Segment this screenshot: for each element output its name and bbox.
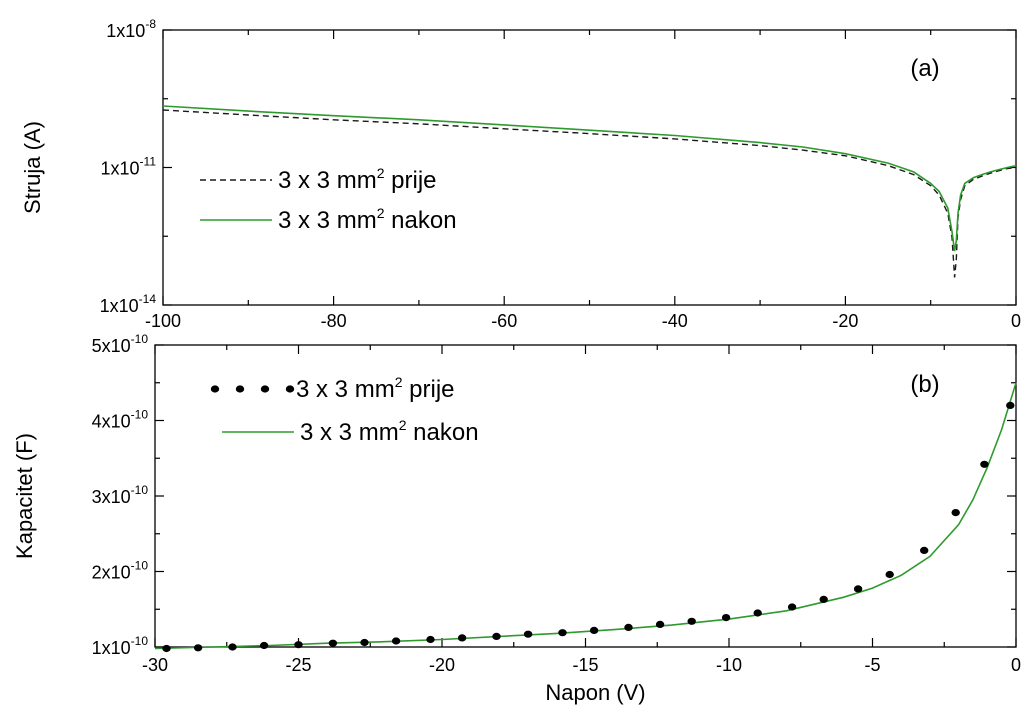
series-point-b-0 <box>360 638 369 647</box>
x-axis-label: Napon (V) <box>545 680 645 705</box>
legend-entry-a-0: 3 x 3 mm2 prije <box>278 165 437 194</box>
series-point-b-0 <box>920 546 929 555</box>
y-axis-label-b: Kapacitet (F) <box>12 433 37 559</box>
x-tick-label-a: -20 <box>832 311 858 331</box>
series-point-b-0 <box>558 629 567 637</box>
x-tick-label-b: -30 <box>142 655 168 675</box>
y-tick-label-b: 1x10-10 <box>92 634 149 658</box>
series-point-b-0 <box>787 603 797 611</box>
series-point-b-0 <box>391 637 401 645</box>
x-tick-label-b: -5 <box>864 655 880 675</box>
series-point-b-0 <box>523 630 533 638</box>
panel-b: -30 -25 -20 -15 -10 -5 0 1x10-10 2x10-10 3x10-10 4… <box>12 332 1021 705</box>
y-tick-label-a: 1x10-8 <box>106 17 156 41</box>
plot-frame-b <box>154 344 1017 648</box>
series-point-b-0 <box>492 632 501 641</box>
y-tick-label-b: 2x10-10 <box>92 559 149 583</box>
x-tick-label-a: -40 <box>662 311 688 331</box>
legend-swatch-b-0 <box>260 385 270 393</box>
y-tick-label-b: 4x10-10 <box>92 408 149 432</box>
x-tick-label-a: -100 <box>145 311 181 331</box>
series-point-b-0 <box>819 595 828 604</box>
y-tick-label-b: 5x10-10 <box>92 332 149 356</box>
y-tick-label-a: 1x10-11 <box>101 155 157 179</box>
series-point-b-0 <box>624 623 633 632</box>
x-tick-label-b: 0 <box>1011 655 1021 675</box>
series-point-b-0 <box>885 570 894 579</box>
series-point-b-0 <box>426 635 435 644</box>
legend-swatch-b-0 <box>210 385 220 393</box>
x-tick-label-b: -10 <box>716 655 742 675</box>
y-tick-label-b: 3x10-10 <box>92 483 149 507</box>
series-point-b-0 <box>951 508 960 517</box>
series-point-b-0 <box>162 644 171 653</box>
x-tick-label-a: -60 <box>491 311 517 331</box>
series-point-b-0 <box>228 643 237 651</box>
series-point-b-0 <box>853 585 863 593</box>
series-point-b-0 <box>457 634 467 642</box>
series-point-b-0 <box>980 460 989 468</box>
series-line-b-1 <box>154 382 1017 650</box>
series-point-b-0 <box>1006 401 1015 409</box>
x-tick-label-b: -15 <box>572 655 598 675</box>
series-point-b-0 <box>589 626 599 635</box>
y-tick-label-a: 1x10-14 <box>100 292 157 316</box>
x-tick-label-a: 0 <box>1011 311 1021 331</box>
x-tick-label-a: -80 <box>321 311 347 331</box>
series-point-b-0 <box>294 641 303 649</box>
legend-entry-a-1: 3 x 3 mm2 nakon <box>278 205 457 234</box>
x-tick-label-b: -20 <box>429 655 455 675</box>
panel-a: -100 -80 -60 -40 -20 0 1x10-14 1x10-11 1x10-8 Str… <box>20 17 1021 331</box>
series-point-b-0 <box>753 609 762 617</box>
series-point-b-0 <box>687 617 696 625</box>
series-point-b-0 <box>655 620 665 629</box>
series-point-b-0 <box>721 614 731 622</box>
panel-label-a: (a) <box>910 55 939 82</box>
series-point-b-0 <box>193 644 203 652</box>
series-point-b-0 <box>259 641 269 650</box>
series-line-a-0 <box>162 109 1017 278</box>
x-tick-label-b: -25 <box>285 655 311 675</box>
legend-swatch-b-0 <box>285 385 295 393</box>
panel-label-b: (b) <box>910 371 939 398</box>
series-point-b-0 <box>328 639 338 647</box>
series-line-a-1 <box>162 105 1017 252</box>
y-axis-label-a: Struja (A) <box>20 121 45 214</box>
legend-entry-b-0: 3 x 3 mm2 prije <box>296 374 455 403</box>
legend-entry-b-1: 3 x 3 mm2 nakon <box>300 417 479 446</box>
legend-swatch-b-0 <box>235 385 245 393</box>
